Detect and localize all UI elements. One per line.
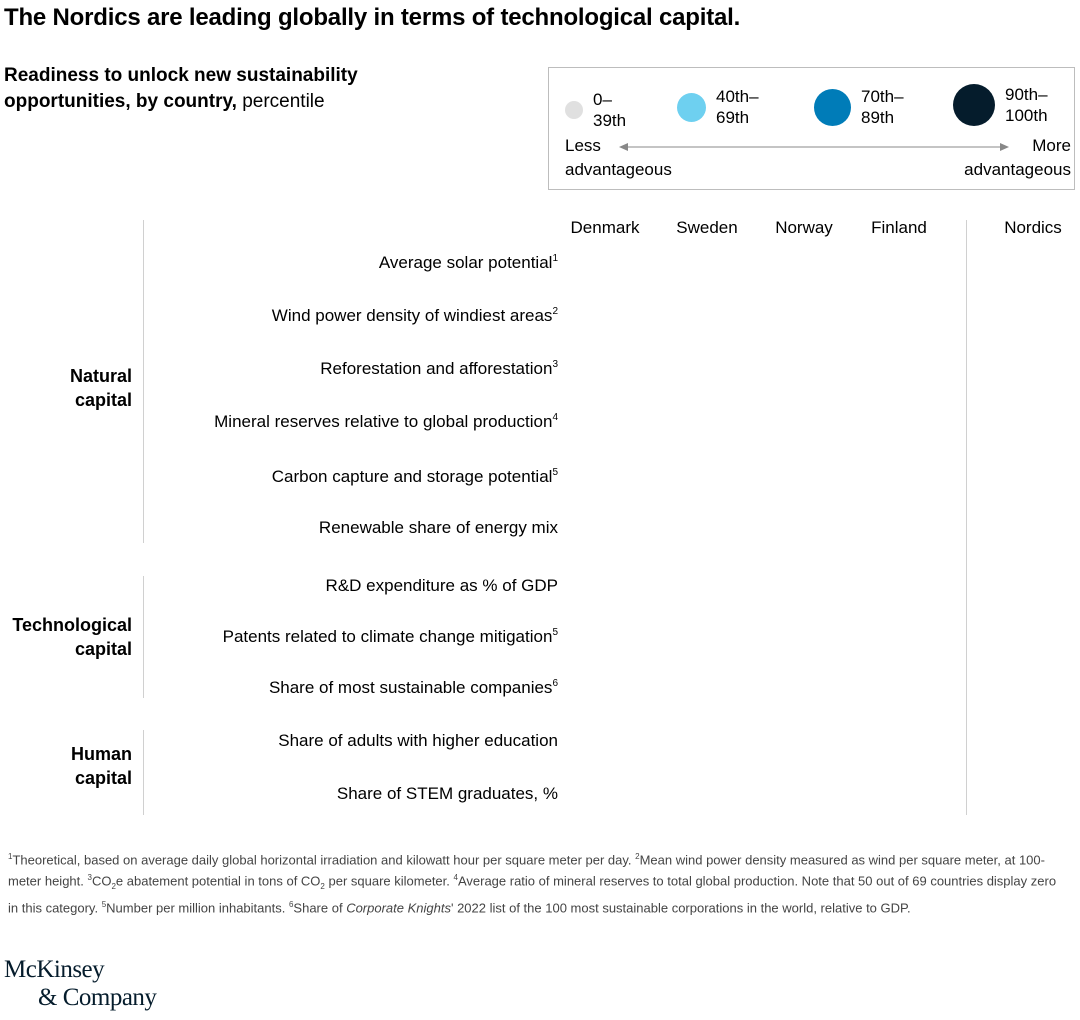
chart-subtitle: Readiness to unlock new sustainability o… — [4, 63, 444, 115]
row-label: Average solar potential1 — [378, 253, 558, 272]
nordics-divider — [966, 220, 967, 815]
less-advantageous-label: Less advantageous — [565, 136, 672, 179]
legend-label: 70th– 89th — [861, 87, 904, 127]
legend-item: 0– 39th — [565, 89, 626, 131]
row-label: Share of most sustainable companies6 — [268, 678, 558, 697]
legend-label: 90th– 100th — [1005, 85, 1048, 125]
mckinsey-logo: McKinsey & Company — [4, 956, 157, 1011]
group-divider — [143, 220, 144, 543]
legend-item: 90th– 100th — [953, 84, 1048, 126]
row-label: Mineral reserves relative to global prod… — [214, 412, 558, 431]
row-label: Share of STEM graduates, % — [336, 784, 558, 803]
row-label: R&D expenditure as % of GDP — [325, 576, 558, 595]
subtitle-bold: Readiness to unlock new sustainability o… — [4, 65, 358, 112]
more-advantageous-label: More advantageous — [964, 136, 1071, 179]
footnotes: 1Theoretical, based on average daily glo… — [8, 852, 1057, 916]
column-header-sweden: Sweden — [676, 218, 738, 237]
group-label: Human capital — [70, 744, 132, 788]
chart-title: The Nordics are leading globally in term… — [4, 4, 741, 31]
row-label: Wind power density of windiest areas2 — [271, 306, 558, 325]
row-label: Renewable share of energy mix — [318, 518, 558, 537]
row-label: Patents related to climate change mitiga… — [222, 627, 558, 646]
legend-dot — [677, 92, 706, 122]
row-label: Carbon capture and storage potential5 — [271, 467, 558, 486]
row-label: Reforestation and afforestation3 — [320, 359, 558, 378]
column-header-denmark: Denmark — [570, 218, 640, 237]
legend-item: 70th– 89th — [814, 86, 904, 128]
legend-dot — [953, 84, 995, 126]
group-label: Technological capital — [12, 615, 132, 659]
legend-dot — [814, 88, 851, 126]
column-header-norway: Norway — [775, 218, 833, 237]
group-label: Natural capital — [69, 366, 132, 410]
legend-label: 40th– 69th — [716, 87, 759, 127]
column-header-finland: Finland — [871, 218, 927, 237]
legend-dot — [565, 101, 583, 119]
subtitle-unit: percentile — [236, 91, 325, 112]
group-divider — [143, 730, 144, 815]
group-divider — [143, 576, 144, 698]
column-header-nordics: Nordics — [1004, 218, 1062, 237]
legend-label: 0– 39th — [593, 90, 627, 130]
legend: 0– 39th 40th– 69th 70th– 89th 90th– 100th Le… — [548, 67, 1075, 190]
legend-item: 40th– 69th — [677, 86, 759, 128]
double-arrow-icon — [619, 143, 1009, 151]
row-label: Share of adults with higher education — [278, 731, 558, 750]
